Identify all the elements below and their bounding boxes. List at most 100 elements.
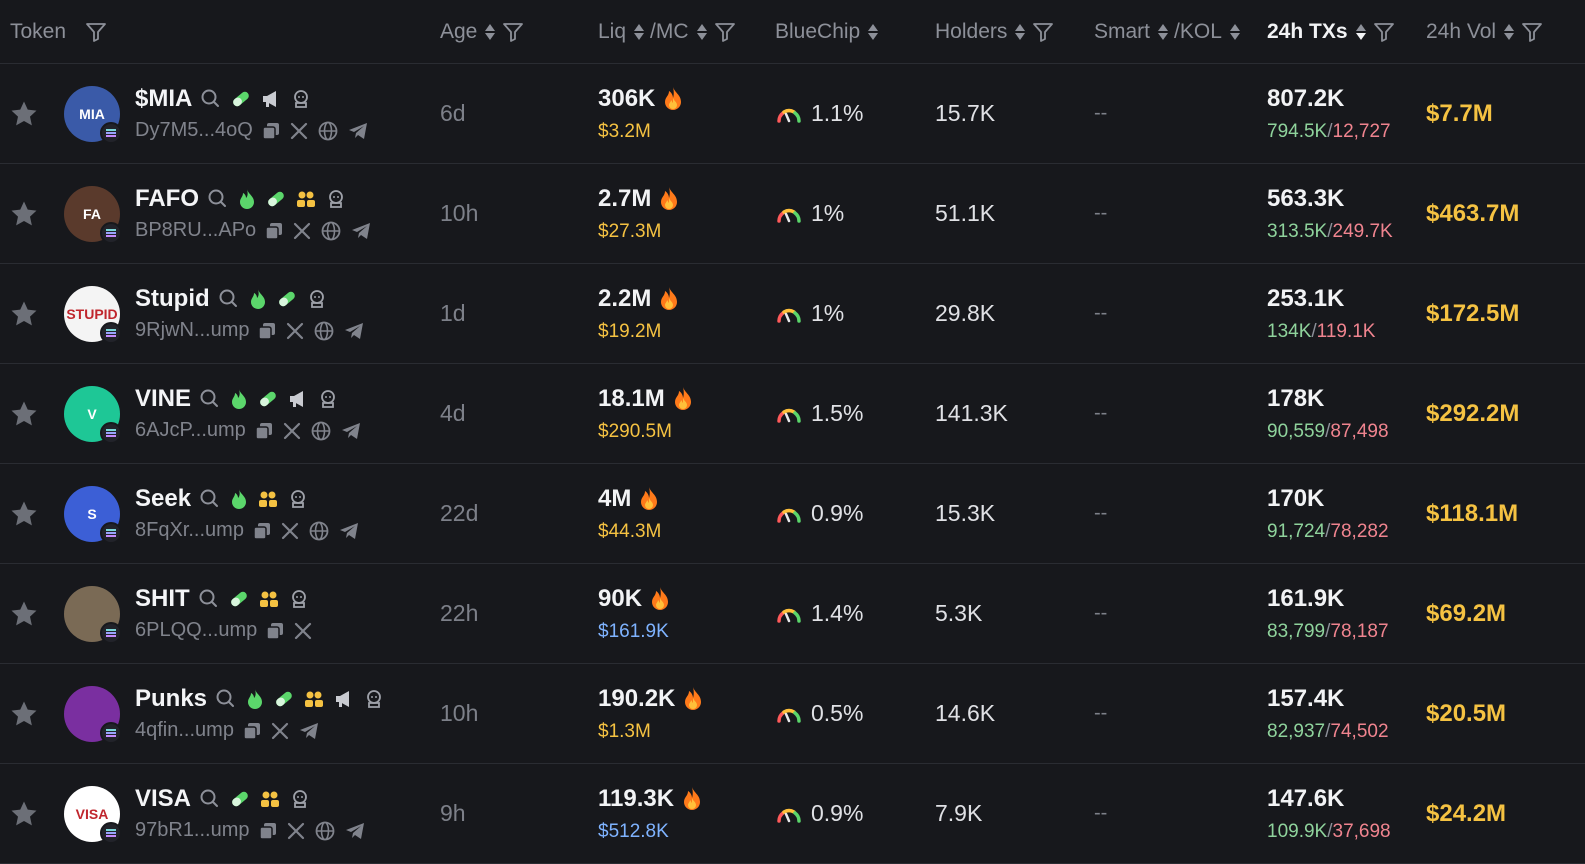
copy-icon[interactable] bbox=[257, 321, 277, 341]
table-row[interactable]: Punks 4qfin...ump 10h 190.2K $1.3M 0.5% 14.6K -… bbox=[0, 664, 1585, 764]
globe-icon[interactable] bbox=[313, 320, 335, 342]
x-icon[interactable] bbox=[293, 621, 313, 641]
telegram-icon[interactable] bbox=[340, 420, 362, 442]
copy-icon[interactable] bbox=[254, 421, 274, 441]
col-kol-label: /KOL bbox=[1174, 19, 1222, 43]
sort-desc-icon[interactable] bbox=[1355, 23, 1366, 40]
search-icon[interactable] bbox=[218, 288, 240, 310]
sort-icon[interactable] bbox=[868, 23, 879, 40]
filter-icon[interactable] bbox=[1372, 20, 1396, 44]
avatar[interactable]: STUPID bbox=[64, 285, 122, 344]
favorite-star-icon[interactable] bbox=[8, 564, 40, 663]
search-icon[interactable] bbox=[207, 188, 229, 210]
filter-icon[interactable] bbox=[1031, 20, 1055, 44]
telegram-icon[interactable] bbox=[343, 320, 365, 342]
telegram-icon[interactable] bbox=[338, 520, 360, 542]
favorite-star-icon[interactable] bbox=[8, 464, 40, 563]
globe-icon[interactable] bbox=[308, 520, 330, 542]
search-icon[interactable] bbox=[198, 588, 220, 610]
avatar[interactable]: S bbox=[64, 485, 122, 544]
favorite-star-icon[interactable] bbox=[8, 64, 40, 163]
search-icon[interactable] bbox=[199, 388, 221, 410]
sort-icon[interactable] bbox=[634, 23, 645, 40]
x-icon[interactable] bbox=[270, 721, 290, 741]
table-row[interactable]: SHIT 6PLQQ...ump 22h 90K $161.9K 1.4% 5.3K -- 16… bbox=[0, 564, 1585, 664]
favorite-star-icon[interactable] bbox=[8, 664, 40, 763]
avatar[interactable]: V bbox=[64, 385, 122, 444]
bluechip-value: 1% bbox=[811, 300, 845, 326]
avatar[interactable] bbox=[64, 685, 122, 744]
globe-icon[interactable] bbox=[310, 420, 332, 442]
sort-icon[interactable] bbox=[1229, 23, 1240, 40]
table-row[interactable]: VISA VISA 97bR1...ump 9h 119.3K $512.8K 0.9% 7.… bbox=[0, 764, 1585, 864]
search-icon[interactable] bbox=[215, 688, 237, 710]
copy-icon[interactable] bbox=[242, 721, 262, 741]
token-name[interactable]: VINE bbox=[135, 385, 192, 412]
x-icon[interactable] bbox=[286, 821, 306, 841]
token-name[interactable]: SHIT bbox=[135, 585, 190, 612]
telegram-icon[interactable] bbox=[298, 720, 320, 742]
pill-icon bbox=[265, 188, 287, 210]
favorite-star-icon[interactable] bbox=[8, 364, 40, 463]
token-name[interactable]: $MIA bbox=[135, 85, 193, 112]
x-icon[interactable] bbox=[289, 121, 309, 141]
copy-icon[interactable] bbox=[265, 621, 285, 641]
sort-icon[interactable] bbox=[1504, 23, 1515, 40]
x-icon[interactable] bbox=[280, 521, 300, 541]
copy-icon[interactable] bbox=[258, 821, 278, 841]
avatar[interactable]: VISA bbox=[64, 785, 122, 844]
table-row[interactable]: FA FAFO BP8RU...APo 10h 2.7M $27.3M 1% 51.1K -- 5… bbox=[0, 164, 1585, 264]
telegram-icon[interactable] bbox=[350, 220, 372, 242]
token-name[interactable]: Punks bbox=[135, 685, 208, 712]
col-holders[interactable]: Holders bbox=[935, 0, 1055, 63]
token-name[interactable]: Seek bbox=[135, 485, 192, 512]
token-name[interactable]: FAFO bbox=[135, 185, 199, 212]
avatar[interactable] bbox=[64, 585, 122, 644]
copy-icon[interactable] bbox=[261, 121, 281, 141]
sort-icon[interactable] bbox=[1158, 23, 1169, 40]
table-row[interactable]: STUPID Stupid 9RjwN...ump 1d 2.2M $19.2M 1% 29.… bbox=[0, 264, 1585, 364]
search-icon[interactable] bbox=[199, 488, 221, 510]
table-row[interactable]: MIA $MIA Dy7M5...4oQ 6d 306K $3.2M 1.1% 15.7K --… bbox=[0, 64, 1585, 164]
table-row[interactable]: V VINE 6AJcP...ump 4d 18.1M $290.5M 1.5% 141.3K… bbox=[0, 364, 1585, 464]
gauge-icon bbox=[775, 405, 803, 423]
table-row[interactable]: S Seek 8FqXr...ump 22d 4M $44.3M 0.9% 15.3K -- 17… bbox=[0, 464, 1585, 564]
x-icon[interactable] bbox=[285, 321, 305, 341]
favorite-star-icon[interactable] bbox=[8, 764, 40, 863]
col-token[interactable]: Token bbox=[10, 0, 108, 63]
sort-icon[interactable] bbox=[485, 23, 496, 40]
token-name[interactable]: VISA bbox=[135, 785, 192, 812]
col-24h-vol[interactable]: 24h Vol bbox=[1426, 0, 1544, 63]
telegram-icon[interactable] bbox=[344, 820, 366, 842]
token-name[interactable]: Stupid bbox=[135, 285, 210, 312]
filter-icon[interactable] bbox=[501, 20, 525, 44]
pill-icon bbox=[273, 688, 295, 710]
globe-icon[interactable] bbox=[317, 120, 339, 142]
sort-icon[interactable] bbox=[1015, 23, 1026, 40]
fire-icon bbox=[682, 786, 702, 812]
tx-24h: 161.9K 83,799/78,187 bbox=[1267, 564, 1389, 663]
token-info: VISA 97bR1...ump bbox=[135, 764, 366, 863]
avatar[interactable]: MIA bbox=[64, 85, 122, 144]
filter-icon[interactable] bbox=[713, 20, 737, 44]
globe-icon[interactable] bbox=[314, 820, 336, 842]
col-bluechip[interactable]: BlueChip bbox=[775, 0, 879, 63]
avatar[interactable]: FA bbox=[64, 185, 122, 244]
filter-icon[interactable] bbox=[84, 20, 108, 44]
col-age[interactable]: Age bbox=[440, 0, 525, 63]
col-24h-txs[interactable]: 24h TXs bbox=[1267, 0, 1396, 63]
x-icon[interactable] bbox=[292, 221, 312, 241]
copy-icon[interactable] bbox=[252, 521, 272, 541]
favorite-star-icon[interactable] bbox=[8, 264, 40, 363]
col-liq-mc[interactable]: Liq /MC bbox=[598, 0, 737, 63]
search-icon[interactable] bbox=[199, 788, 221, 810]
search-icon[interactable] bbox=[200, 88, 222, 110]
globe-icon[interactable] bbox=[320, 220, 342, 242]
copy-icon[interactable] bbox=[264, 221, 284, 241]
x-icon[interactable] bbox=[282, 421, 302, 441]
sort-icon[interactable] bbox=[696, 23, 707, 40]
col-smart-kol[interactable]: Smart /KOL bbox=[1094, 0, 1240, 63]
telegram-icon[interactable] bbox=[347, 120, 369, 142]
favorite-star-icon[interactable] bbox=[8, 164, 40, 263]
filter-icon[interactable] bbox=[1520, 20, 1544, 44]
